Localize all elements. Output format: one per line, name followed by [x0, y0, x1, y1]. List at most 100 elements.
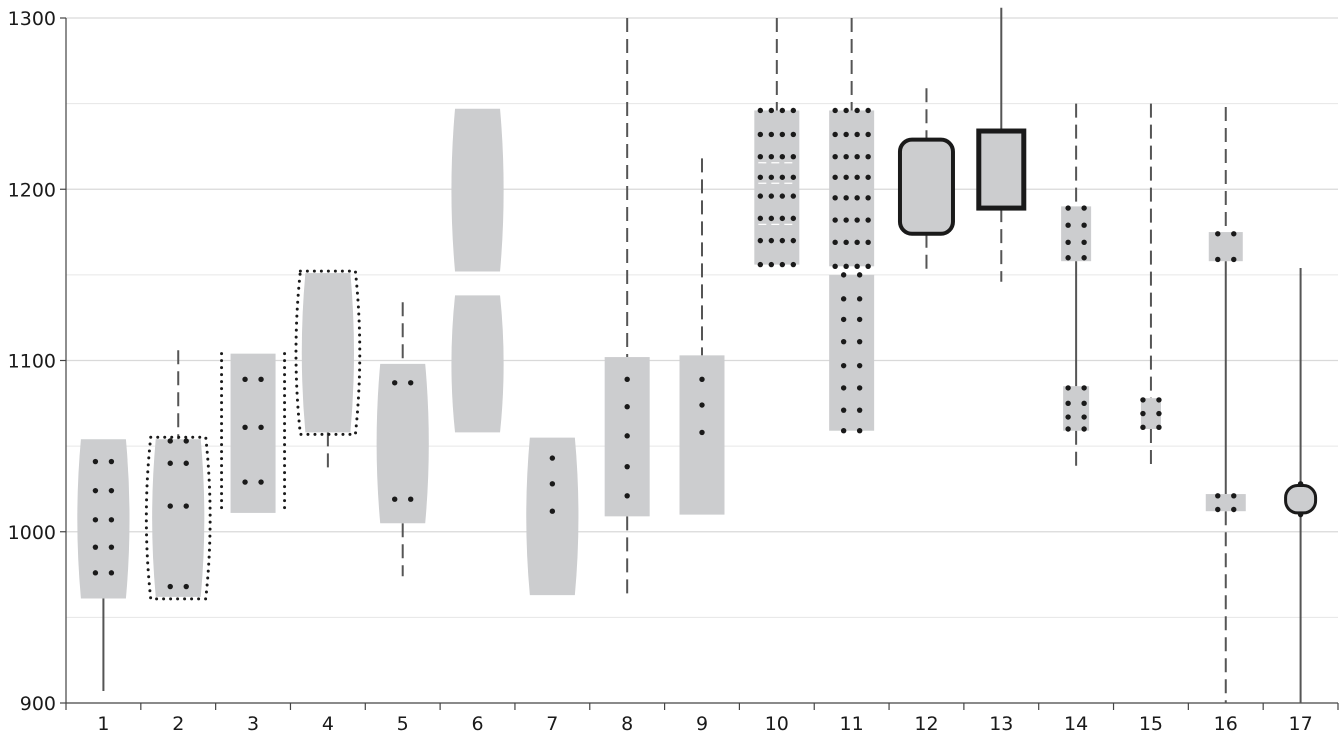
box-category-16: [1205, 107, 1246, 703]
data-dot: [779, 107, 786, 114]
data-dot: [1081, 239, 1087, 246]
data-dot: [1231, 256, 1237, 263]
box-category-15: [1140, 103, 1162, 471]
data-dot: [699, 429, 705, 436]
data-dot: [699, 376, 705, 383]
dotted-outline: [144, 435, 212, 601]
data-dot: [624, 463, 630, 470]
data-dot: [840, 296, 847, 302]
data-dot: [854, 195, 860, 201]
data-dot: [757, 193, 764, 199]
dotted-outline: [220, 352, 287, 515]
box-category-3: [220, 352, 287, 515]
data-dot: [108, 570, 115, 576]
data-dot: [843, 195, 849, 201]
data-dot: [242, 424, 248, 430]
data-dot: [1215, 493, 1221, 499]
box: [897, 137, 955, 236]
box: [301, 273, 354, 433]
data-dot: [1156, 424, 1162, 430]
data-dot: [757, 215, 764, 222]
data-dot: [856, 316, 863, 323]
data-dot: [840, 362, 847, 369]
data-dot: [790, 154, 797, 160]
data-dot: [856, 338, 863, 345]
data-dot: [1081, 400, 1087, 407]
data-dot: [92, 570, 99, 576]
data-dot: [108, 458, 115, 465]
data-dot: [757, 261, 764, 268]
data-dot: [790, 174, 797, 180]
dotted-outline: [294, 269, 362, 436]
data-dot: [757, 154, 764, 160]
x-tick-label: 15: [1139, 713, 1163, 733]
box-category-6: [451, 108, 504, 433]
data-dot: [843, 263, 849, 270]
box-category-4: [294, 269, 362, 471]
data-dot: [1156, 397, 1162, 403]
data-dot: [92, 458, 99, 465]
data-dot: [1065, 400, 1071, 407]
data-dot: [1297, 511, 1304, 518]
data-dot: [1215, 256, 1221, 263]
x-tick-label: 7: [546, 713, 558, 733]
data-dot: [1065, 385, 1071, 391]
data-dot: [790, 193, 797, 199]
data-dot: [843, 107, 849, 114]
box-category-5: [376, 302, 429, 577]
data-dot: [183, 460, 189, 466]
data-dot: [865, 154, 871, 160]
data-dot: [167, 503, 173, 509]
x-tick-label: 2: [172, 713, 184, 733]
data-dot: [854, 239, 860, 246]
data-dot: [790, 237, 797, 244]
data-dot: [699, 402, 705, 408]
x-tick-label: 17: [1288, 713, 1312, 733]
data-dot: [258, 479, 264, 485]
data-dot: [768, 261, 775, 268]
data-dot: [1140, 397, 1146, 403]
data-dot: [1231, 231, 1237, 237]
data-dot: [624, 376, 630, 383]
box: [1284, 484, 1318, 515]
data-dot: [1215, 506, 1221, 513]
data-dot: [854, 263, 860, 270]
data-dot: [242, 479, 248, 485]
data-dot: [624, 404, 630, 410]
box-category-12: [897, 88, 955, 275]
data-dot: [779, 174, 786, 180]
data-dot: [865, 131, 871, 138]
data-dot: [856, 296, 863, 302]
data-dot: [843, 217, 849, 223]
box-category-13: [976, 7, 1027, 282]
box-lower: [451, 295, 504, 433]
data-dot: [840, 272, 847, 278]
y-tick-label: 900: [20, 693, 56, 715]
data-dot: [549, 481, 556, 487]
data-dot: [865, 217, 871, 223]
data-dot: [779, 154, 786, 160]
data-dot: [549, 508, 556, 514]
box-category-10: [754, 18, 800, 268]
box: [376, 363, 429, 524]
data-dot: [768, 193, 775, 199]
data-dot: [1215, 231, 1221, 237]
data-dot: [92, 544, 99, 550]
x-tick-label: 3: [247, 713, 259, 733]
data-dot: [856, 428, 863, 434]
box-category-2: [144, 350, 212, 601]
data-dot: [768, 107, 775, 114]
data-dot: [843, 239, 849, 246]
box-lower: [1205, 494, 1246, 512]
data-dot: [1140, 424, 1146, 430]
data-dot: [1297, 481, 1304, 487]
data-dot: [408, 380, 414, 386]
data-dot: [1065, 205, 1071, 211]
y-tick-label: 1200: [8, 179, 56, 201]
y-tick-label: 1300: [8, 8, 56, 30]
data-dot: [108, 517, 115, 523]
x-tick-label: 11: [840, 713, 864, 733]
data-dot: [843, 174, 849, 180]
data-dot: [779, 131, 786, 138]
